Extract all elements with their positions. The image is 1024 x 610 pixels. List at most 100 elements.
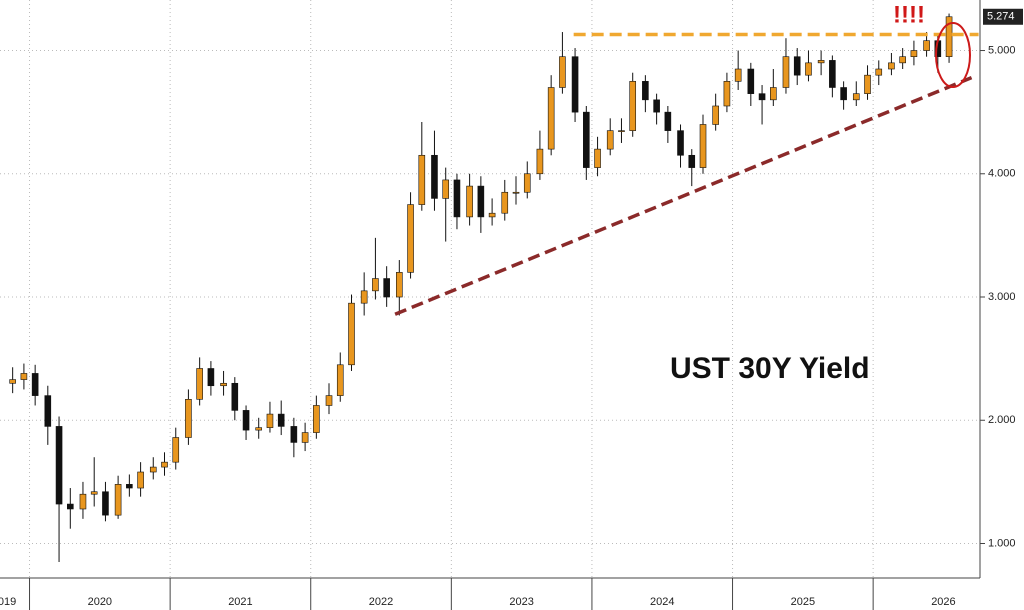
x-tick-label: 2026 <box>931 596 955 608</box>
candle-body <box>9 379 16 384</box>
candle-body <box>770 87 777 101</box>
candle-body <box>67 503 74 510</box>
candle-body <box>618 130 625 132</box>
candle-body <box>301 432 309 443</box>
x-tick-label: 2022 <box>369 596 393 608</box>
candle-body <box>114 484 122 516</box>
annotation: UST 30Y Yield <box>670 352 870 385</box>
candle-body <box>536 148 544 175</box>
candle-body <box>664 111 672 131</box>
candle-body <box>231 382 239 411</box>
candle-body <box>571 56 579 113</box>
overlay-layer <box>394 32 979 316</box>
candle-body <box>372 278 379 292</box>
x-tick-label: 2019 <box>0 596 16 608</box>
candle-body <box>559 56 566 88</box>
candle-body <box>266 413 274 428</box>
candle-body <box>945 16 953 57</box>
candle-body <box>758 93 766 101</box>
candle-body <box>466 185 473 218</box>
candle-body <box>185 399 192 438</box>
x-tick-label: 2020 <box>88 596 112 608</box>
candle-body <box>396 272 403 298</box>
candle-body <box>606 130 614 150</box>
candle-body <box>793 56 801 76</box>
candle-body <box>805 62 812 76</box>
candle-body <box>453 179 461 218</box>
candle-body <box>712 105 719 125</box>
y-tick-label: 5.000 <box>988 44 1016 56</box>
candle-body <box>923 40 930 51</box>
x-tick-label: 2023 <box>509 596 533 608</box>
alert-annotation: !!!! <box>893 1 925 28</box>
y-tick-label: 4.000 <box>988 168 1016 180</box>
candle-body <box>734 68 742 82</box>
candle-body <box>383 278 390 298</box>
last-price-box <box>983 8 1023 25</box>
candle-body <box>817 60 825 64</box>
x-tick-label: 2025 <box>791 596 815 608</box>
y-tick-label: 2.000 <box>988 414 1016 426</box>
candle-body <box>875 68 883 76</box>
candle-body <box>360 290 368 304</box>
candle-body <box>629 81 637 131</box>
candle-body <box>277 413 285 427</box>
candle-body <box>747 68 755 94</box>
candle-body <box>653 99 660 113</box>
candle-body <box>313 405 320 433</box>
candle-body <box>137 471 144 489</box>
candle-body <box>840 87 847 101</box>
candles-layer <box>9 13 953 562</box>
candle-body <box>677 130 684 156</box>
candle-body <box>431 154 438 199</box>
candle-body <box>325 395 333 406</box>
candle-body <box>888 62 895 70</box>
candle-body <box>594 148 601 168</box>
candle-body <box>196 368 203 400</box>
x-tick-label: 2024 <box>650 596 674 608</box>
candle-body <box>899 56 906 64</box>
candle-body <box>172 437 180 463</box>
candle-body <box>55 426 63 505</box>
candle-body <box>864 74 871 94</box>
candle-body <box>829 60 836 88</box>
candle-body <box>90 491 98 495</box>
candle-body <box>290 426 298 443</box>
candle-body <box>220 382 227 387</box>
candle-body <box>31 373 39 396</box>
candle-body <box>102 491 109 516</box>
candle-body <box>699 124 707 168</box>
candle-body <box>161 461 168 468</box>
trend-line <box>394 76 973 316</box>
candle-body <box>852 93 860 101</box>
candle-body <box>242 410 250 431</box>
candle-body <box>20 373 28 380</box>
candle-body <box>348 302 355 366</box>
candle-body <box>79 493 87 510</box>
candle-body <box>488 212 496 218</box>
candle-body <box>910 50 918 57</box>
candle-body <box>723 81 731 107</box>
candle-body <box>149 466 157 473</box>
grid-layer <box>0 0 980 578</box>
candle-body <box>44 395 52 427</box>
x-tick-label: 2021 <box>228 596 252 608</box>
candle-body <box>407 204 414 273</box>
candle-body <box>583 111 590 168</box>
candle-body <box>547 87 555 150</box>
candle-body <box>442 179 450 199</box>
candle-body <box>688 154 696 168</box>
candle-body <box>418 154 426 205</box>
candle-body <box>336 364 344 396</box>
last-price-label: 5.274 <box>987 11 1015 23</box>
candle-body <box>255 427 263 431</box>
candle-body <box>126 484 133 489</box>
y-tick-label: 1.000 <box>988 537 1016 549</box>
candle-body <box>477 185 485 218</box>
highlight-ellipse <box>935 22 971 88</box>
candle-body <box>642 81 649 101</box>
y-tick-label: 3.000 <box>988 291 1016 303</box>
